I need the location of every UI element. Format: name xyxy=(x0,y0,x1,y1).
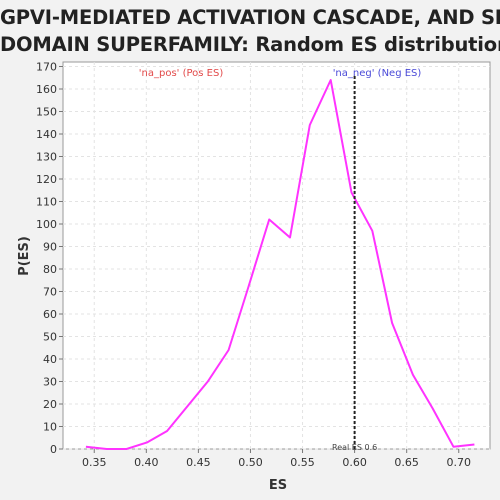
positive-es-label: 'na_pos' (Pos ES) xyxy=(139,68,224,79)
y-tick-label: 140 xyxy=(36,128,57,141)
axes: 0 10 20 30 40 50 60 70 80 90 100 110 120 130 140 150 160… xyxy=(36,61,471,470)
chart-title-line-1: GPVI-MEDIATED ACTIVATION CASCADE, AND SH… xyxy=(0,6,500,29)
x-tick-label: 0.70 xyxy=(447,456,472,469)
chart-title-line-2: DOMAIN SUPERFAMILY: Random ES distributi… xyxy=(0,33,500,56)
x-tick-label: 0.50 xyxy=(238,456,263,469)
y-tick-label: 30 xyxy=(43,376,57,389)
negative-es-label: 'na_neg' (Neg ES) xyxy=(333,68,422,79)
y-tick-label: 160 xyxy=(36,83,57,96)
x-tick-label: 0.55 xyxy=(290,456,315,469)
real-es-label: Real ES 0.6 xyxy=(332,443,377,452)
series-line xyxy=(85,79,475,450)
grid-lines xyxy=(63,62,490,450)
y-tick-label: 150 xyxy=(36,106,57,119)
y-tick-label: 80 xyxy=(43,263,57,276)
x-tick-label: 0.65 xyxy=(394,456,419,469)
x-tick-label: 0.60 xyxy=(342,456,367,469)
y-axis-label: P(ES) xyxy=(17,236,32,276)
y-tick-label: 40 xyxy=(43,353,57,366)
annotations-layer: 'na_pos' (Pos ES) 'na_neg' (Neg ES) Real E… xyxy=(139,68,422,452)
y-tick-label: 130 xyxy=(36,151,57,164)
y-tick-label: 110 xyxy=(36,196,57,209)
x-tick-label: 0.40 xyxy=(134,456,159,469)
y-tick-label: 120 xyxy=(36,173,57,186)
y-tick-label: 20 xyxy=(43,398,57,411)
x-axis-label: ES xyxy=(269,478,287,493)
y-tick-label: 0 xyxy=(50,443,57,456)
y-tick-label: 50 xyxy=(43,331,57,344)
chart-title: GPVI-MEDIATED ACTIVATION CASCADE, AND SH… xyxy=(0,4,500,58)
y-tick-label: 60 xyxy=(43,308,57,321)
y-tick-label: 170 xyxy=(36,61,57,74)
x-tick-label: 0.45 xyxy=(186,456,211,469)
y-tick-label: 100 xyxy=(36,218,57,231)
y-tick-label: 70 xyxy=(43,286,57,299)
x-tick-label: 0.35 xyxy=(82,456,107,469)
plot-area xyxy=(62,61,491,450)
y-tick-label: 10 xyxy=(43,421,57,434)
y-tick-label: 90 xyxy=(43,241,57,254)
series-layer xyxy=(85,79,475,450)
